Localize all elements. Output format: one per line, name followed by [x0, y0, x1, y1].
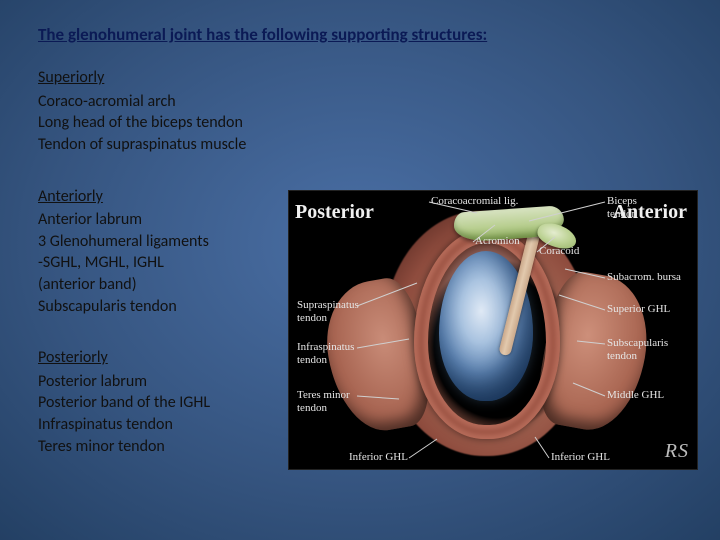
diagram-label: Bicepstendon [607, 195, 637, 220]
section-heading: Anteriorly [38, 186, 288, 208]
body-line: Long head of the biceps tendon [38, 112, 686, 134]
diagram-label: Subacrom. bursa [607, 271, 681, 284]
body-line: (anterior band) [38, 274, 288, 296]
diagram-signature: RS [665, 440, 689, 463]
diagram-label: Coracoid [539, 245, 579, 258]
diagram-label: Subscapularistendon [607, 337, 668, 362]
diagram-label: Superior GHL [607, 303, 670, 316]
diagram-label: Inferior GHL [551, 451, 610, 464]
body-line: -SGHL, MGHL, IGHL [38, 252, 288, 274]
body-line: Coraco-acromial arch [38, 91, 686, 113]
section-heading: Superiorly [38, 67, 686, 89]
slide-container: The glenohumeral joint has the following… [0, 0, 720, 540]
diagram-header-posterior: Posterior [295, 201, 374, 224]
diagram-label: Infraspinatustendon [297, 341, 354, 366]
body-line: Teres minor tendon [38, 436, 288, 458]
diagram-label: Coracoacromial lig. [431, 195, 518, 208]
slide-title: The glenohumeral joint has the following… [38, 24, 686, 45]
section-superiorly: Superiorly Coraco-acromial arch Long hea… [38, 67, 686, 155]
diagram-label: Inferior GHL [349, 451, 408, 464]
diagram-label: Teres minortendon [297, 389, 350, 414]
diagram-label: Middle GHL [607, 389, 664, 402]
section-anteriorly: Anteriorly Anterior labrum 3 Glenohumera… [38, 186, 288, 318]
diagram-canvas: Posterior Anterior SupraspinatustendonIn… [289, 191, 697, 469]
body-line: Posterior labrum [38, 371, 288, 393]
diagram-label: Acromion [475, 235, 520, 248]
body-line: Anterior labrum [38, 209, 288, 231]
diagram-label: Supraspinatustendon [297, 299, 359, 324]
section-posteriorly: Posteriorly Posterior labrum Posterior b… [38, 347, 288, 457]
body-line: Posterior band of the IGHL [38, 392, 288, 414]
section-heading: Posteriorly [38, 347, 288, 369]
body-line: Infraspinatus tendon [38, 414, 288, 436]
body-line: 3 Glenohumeral ligaments [38, 231, 288, 253]
body-line: Subscapularis tendon [38, 296, 288, 318]
anatomy-diagram: Posterior Anterior SupraspinatustendonIn… [288, 190, 698, 470]
body-line: Tendon of supraspinatus muscle [38, 134, 686, 156]
